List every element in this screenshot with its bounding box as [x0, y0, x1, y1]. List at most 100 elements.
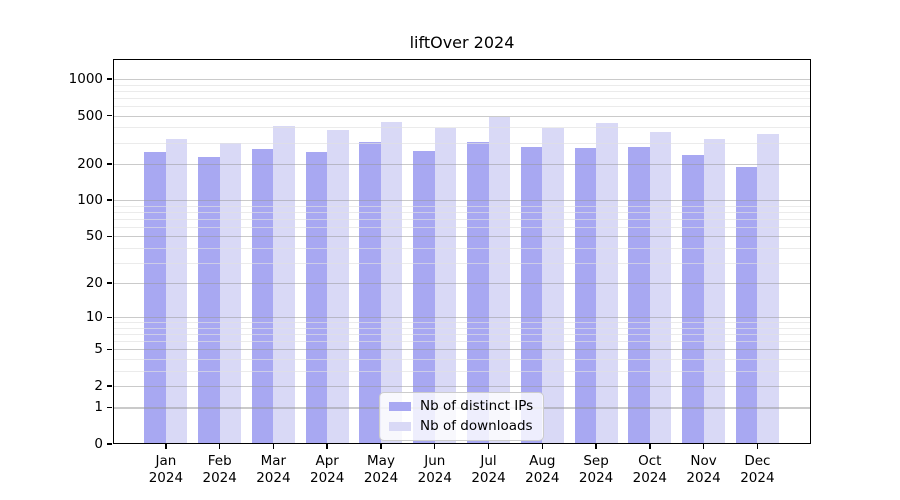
- minor-gridline: [113, 142, 811, 144]
- minor-gridline: [113, 226, 811, 228]
- x-tick-label-month: Jul: [480, 453, 497, 469]
- minor-gridline: [113, 247, 811, 249]
- minor-gridline: [113, 105, 811, 107]
- bar-nb-of-downloads-jul: [488, 117, 511, 444]
- minor-gridline: [113, 218, 811, 220]
- bar-nb-of-distinct-ips-jan: [144, 152, 166, 444]
- bar-nb-of-downloads-may: [380, 122, 403, 444]
- chart-title: liftOver 2024: [409, 33, 515, 52]
- x-tick-label-year: 2024: [471, 470, 506, 486]
- bar-nb-of-downloads-feb: [219, 143, 242, 444]
- bar-nb-of-distinct-ips-jun: [413, 151, 435, 444]
- y-tick-mark: [107, 443, 112, 445]
- bar-nb-of-downloads-dec: [757, 134, 779, 444]
- y-tick-mark: [107, 385, 112, 387]
- x-tick-label: Apr 2024: [295, 453, 359, 487]
- minor-gridline: [113, 84, 811, 86]
- x-tick-mark: [595, 444, 597, 449]
- y-tick-mark: [107, 316, 112, 319]
- x-tick-mark: [756, 444, 759, 449]
- y-tick-mark: [107, 282, 112, 284]
- x-tick-label-month: Nov: [690, 453, 717, 469]
- x-tick-label-month: Jan: [155, 453, 177, 469]
- minor-gridline: [113, 359, 811, 360]
- major-gridline: [113, 317, 811, 319]
- x-tick-label-month: Apr: [315, 453, 339, 469]
- x-tick-mark: [272, 444, 275, 449]
- x-tick-label-year: 2024: [202, 470, 237, 486]
- bar-nb-of-downloads-apr: [327, 130, 349, 444]
- y-tick-label: 5: [94, 341, 103, 358]
- minor-gridline: [113, 97, 811, 99]
- major-gridline: [113, 200, 811, 202]
- y-tick-label: 1000: [68, 71, 103, 87]
- bar-nb-of-distinct-ips-may: [359, 142, 381, 444]
- x-tick-label-year: 2024: [632, 470, 667, 486]
- x-tick-label-year: 2024: [525, 470, 560, 486]
- minor-gridline: [113, 370, 811, 372]
- bar-nb-of-distinct-ips-aug: [520, 146, 543, 444]
- x-tick-mark: [487, 444, 490, 449]
- major-gridline: [113, 236, 811, 238]
- y-tick-label: 200: [77, 155, 103, 172]
- x-tick-label: May 2024: [349, 453, 413, 487]
- minor-gridline: [113, 90, 811, 92]
- bar-nb-of-distinct-ips-sep: [574, 148, 597, 444]
- x-tick-label: Oct 2024: [618, 453, 682, 487]
- major-gridline: [113, 386, 811, 388]
- major-gridline: [113, 115, 811, 117]
- x-tick-label: Jul 2024: [457, 453, 521, 487]
- legend-label: Nb of distinct IPs: [420, 398, 534, 414]
- x-tick-label: Mar 2024: [241, 453, 305, 487]
- x-tick-label-year: 2024: [310, 470, 345, 486]
- y-tick-label: 20: [85, 275, 103, 292]
- legend-entry-nb-of-downloads: Nb of downloads: [389, 418, 533, 435]
- x-tick-mark: [218, 444, 221, 449]
- x-tick-mark: [433, 444, 436, 449]
- bar-nb-of-downloads-mar: [273, 126, 295, 444]
- bar-nb-of-distinct-ips-mar: [251, 149, 274, 444]
- minor-gridline: [113, 327, 811, 329]
- legend-swatch: [389, 422, 411, 431]
- minor-gridline: [113, 205, 811, 207]
- x-tick-label-month: Aug: [529, 453, 556, 469]
- minor-gridline: [113, 322, 811, 324]
- x-tick-label: Sep 2024: [564, 453, 628, 487]
- major-gridline: [113, 349, 811, 351]
- bar-nb-of-downloads-jun: [434, 128, 457, 444]
- x-tick-mark: [165, 444, 167, 449]
- x-tick-label-month: Dec: [744, 453, 771, 469]
- y-tick-mark: [107, 78, 112, 80]
- y-tick-label: 10: [85, 309, 103, 326]
- x-tick-label-month: Feb: [207, 453, 232, 469]
- x-tick-label: Feb 2024: [188, 453, 252, 487]
- x-tick-label-year: 2024: [740, 470, 775, 486]
- x-tick-label-year: 2024: [578, 470, 614, 486]
- bar-nb-of-distinct-ips-nov: [682, 155, 704, 444]
- legend: Nb of distinct IPs Nb of downloads: [379, 392, 545, 441]
- x-tick-label-year: 2024: [148, 470, 184, 486]
- minor-gridline: [113, 127, 811, 129]
- x-tick-label-year: 2024: [363, 470, 399, 486]
- y-tick-label: 100: [77, 192, 103, 209]
- x-tick-mark: [326, 444, 328, 449]
- bar-nb-of-downloads-jan: [165, 138, 188, 444]
- x-tick-label: Aug 2024: [510, 453, 574, 487]
- x-tick-label: Jan 2024: [134, 453, 198, 487]
- x-tick-label-month: Mar: [260, 453, 287, 469]
- y-tick-mark: [107, 348, 112, 351]
- x-tick-label-month: Oct: [638, 453, 662, 469]
- major-gridline: [113, 163, 811, 165]
- bar-nb-of-distinct-ips-dec: [735, 167, 758, 444]
- bar-nb-of-distinct-ips-feb: [198, 157, 220, 444]
- bar-nb-of-distinct-ips-oct: [628, 147, 650, 444]
- y-tick-label: 1: [94, 399, 103, 416]
- y-tick-label: 500: [77, 107, 103, 124]
- x-tick-label-year: 2024: [256, 470, 291, 486]
- x-tick-label-month: Sep: [583, 453, 609, 469]
- x-tick-label: Jun 2024: [403, 453, 467, 487]
- bar-nb-of-downloads-aug: [542, 128, 564, 444]
- bar-nb-of-distinct-ips-apr: [305, 151, 328, 444]
- minor-gridline: [113, 262, 811, 264]
